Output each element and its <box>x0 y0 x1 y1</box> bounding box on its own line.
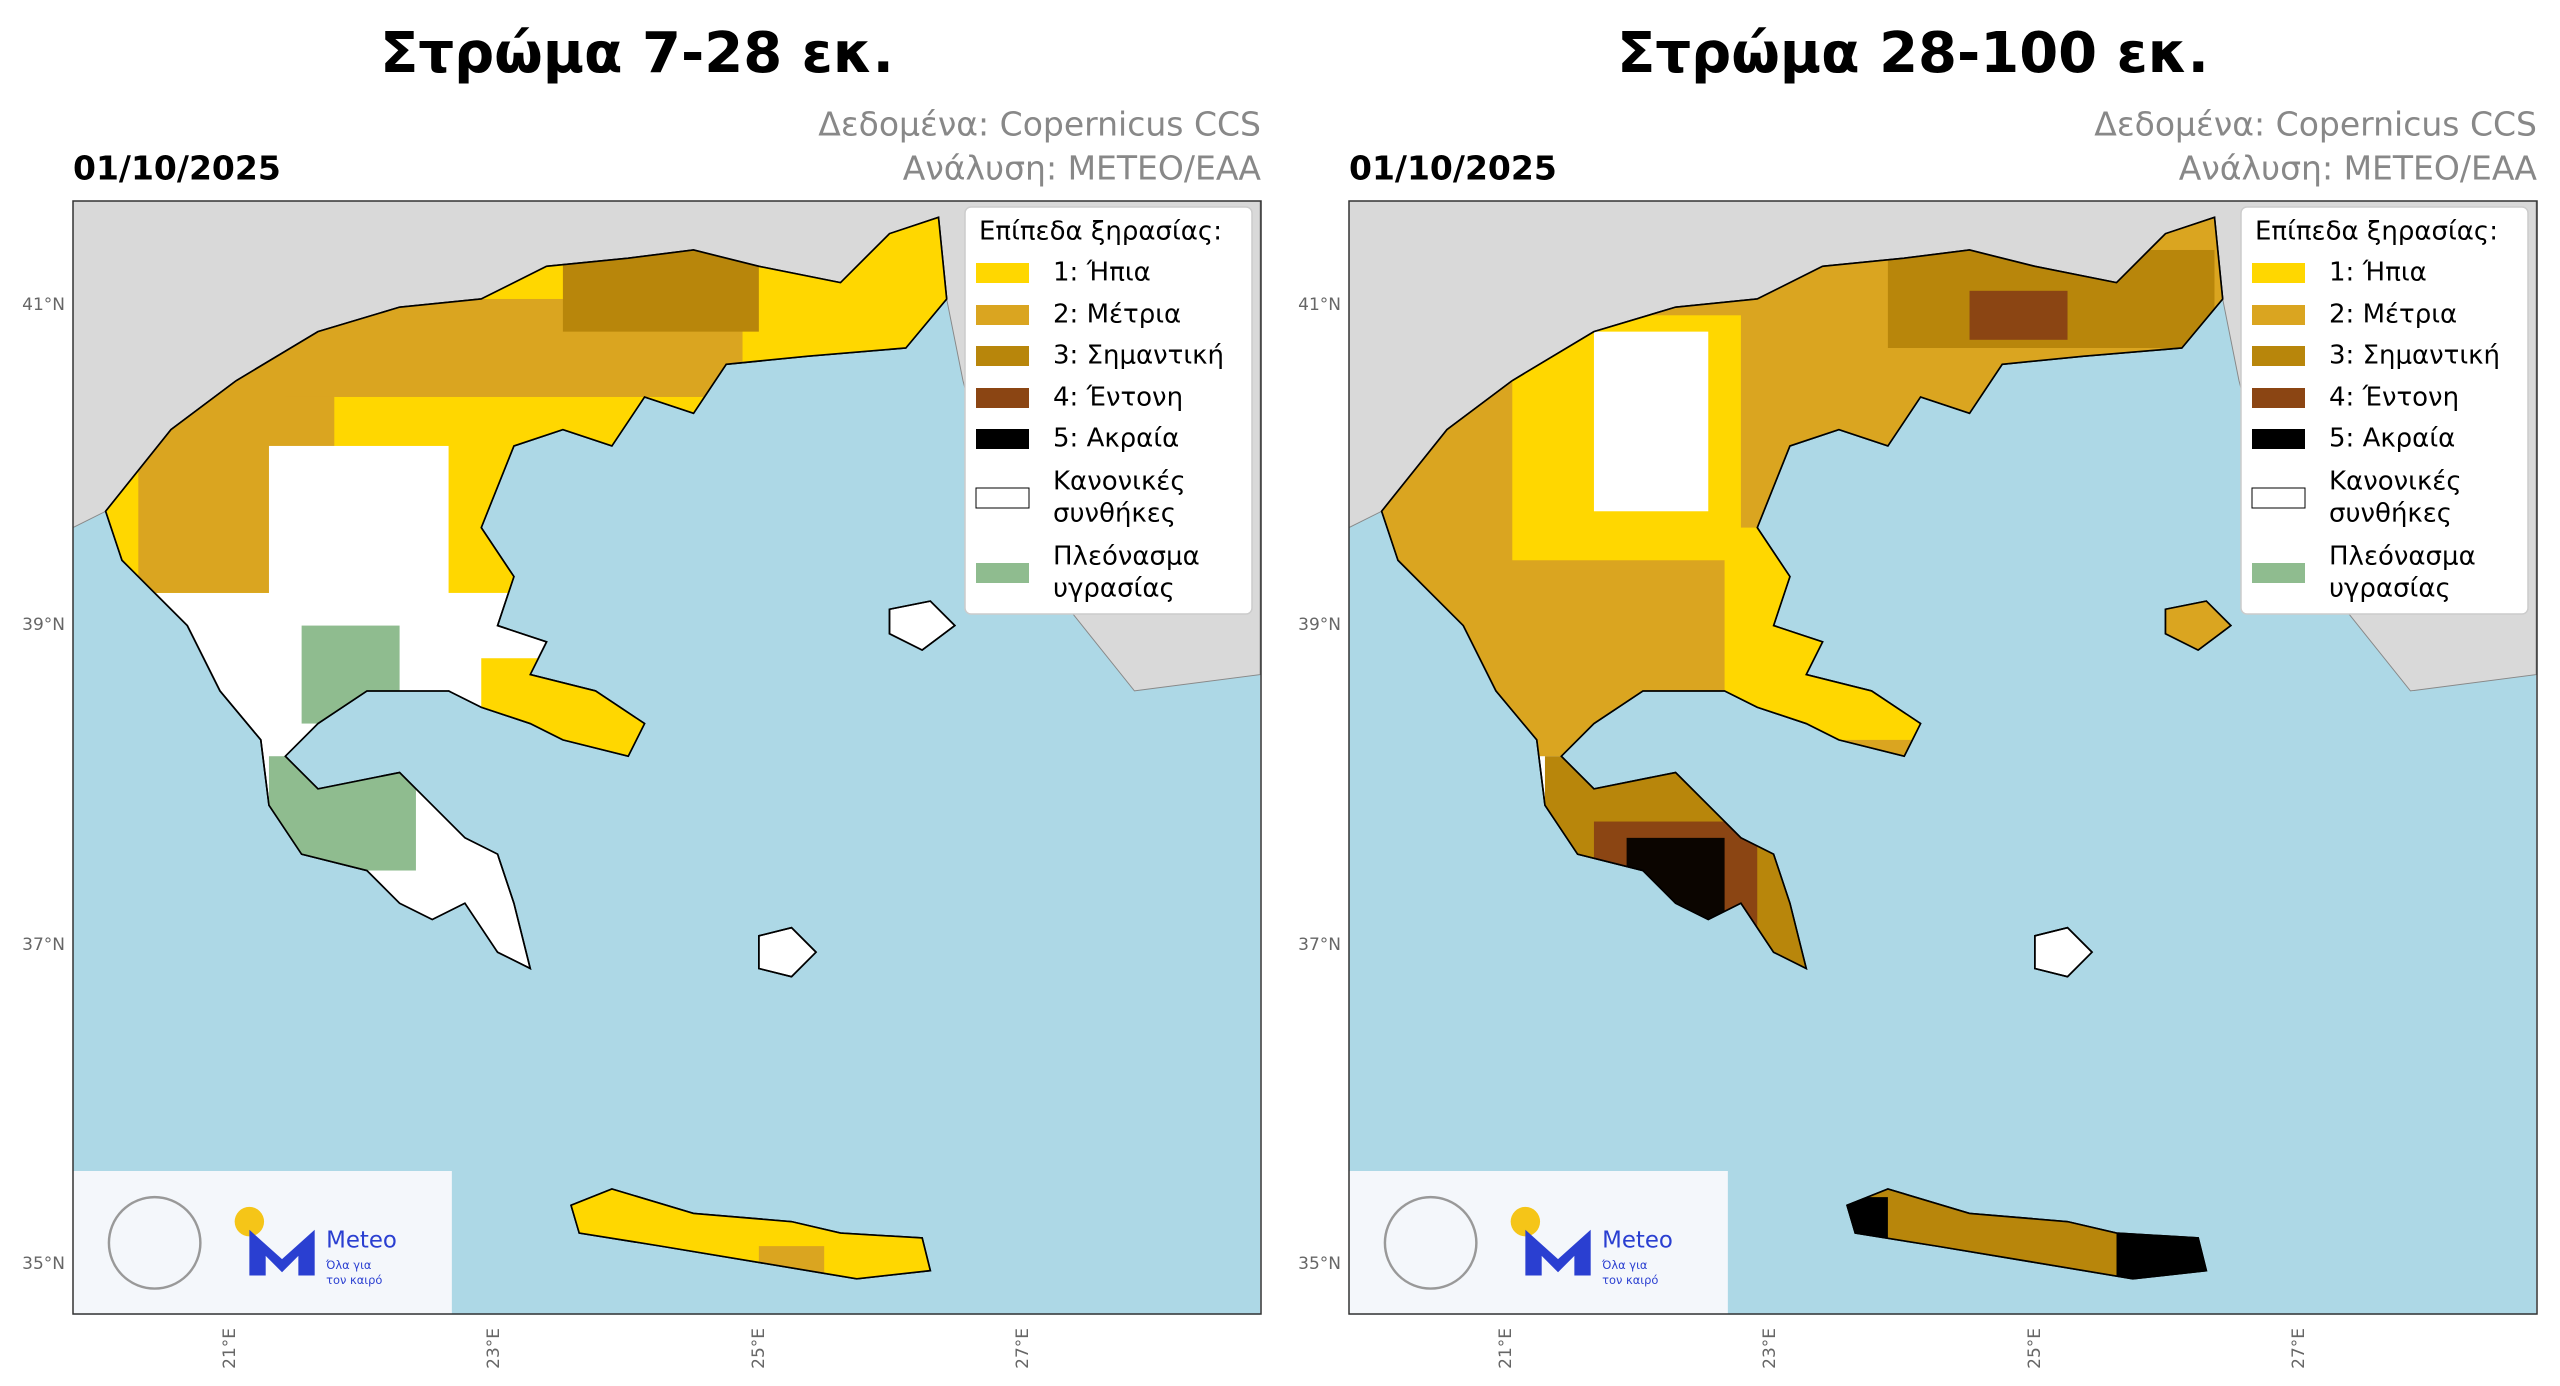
lon-label: 27°E <box>1013 1328 1033 1369</box>
lon-label: 23°E <box>1760 1328 1780 1369</box>
legend-label: 2: Μέτρια <box>2329 300 2457 330</box>
sun <box>234 1206 265 1237</box>
logo-name: Meteo <box>1602 1228 1673 1254</box>
lon-label: 25°E <box>2025 1328 2045 1369</box>
legend-swatch <box>2252 305 2305 325</box>
observatory-seal <box>1383 1195 1478 1290</box>
legend-swatch <box>976 263 1029 283</box>
legend-label: 3: Σημαντική <box>1053 341 1224 371</box>
legend-label: 1: Ήπια <box>2329 258 2427 288</box>
legend-swatch <box>2252 563 2305 583</box>
legend-swatch <box>976 429 1029 449</box>
lat-label: 39°N <box>22 615 65 635</box>
legend-label: 2: Μέτρια <box>1053 300 1181 330</box>
legend-box <box>2240 206 2529 615</box>
lat-label: 39°N <box>1298 615 1341 635</box>
lat-label: 35°N <box>22 1254 65 1274</box>
logo-tagline: τον καιρό <box>1602 1273 1658 1287</box>
legend-label: υγρασίας <box>1053 574 1175 604</box>
legend-label: 4: Έντονη <box>1053 383 1183 413</box>
legend-swatch <box>2252 263 2305 283</box>
lon-label: 21°E <box>1496 1328 1516 1369</box>
lon-label: 21°E <box>220 1328 240 1369</box>
legend-box <box>964 206 1253 615</box>
legend-label: συνθήκες <box>2329 499 2452 529</box>
source: Ανάλυση: ΜΕΤΕΟ/ΕΑΑ <box>2179 149 2538 188</box>
lon-label: 23°E <box>484 1328 504 1369</box>
legend-label: Κανονικές <box>2329 467 2462 497</box>
legend-title: Επίπεδα ξηρασίας: <box>979 217 1222 247</box>
lat-label: 41°N <box>22 295 65 315</box>
logo-tagline: τον καιρό <box>326 1273 382 1287</box>
observatory-seal <box>107 1195 202 1290</box>
legend-label: 1: Ήπια <box>1053 258 1151 288</box>
panel-title: Στρώμα 7-28 εκ. <box>380 21 894 86</box>
legend-label: συνθήκες <box>1053 499 1176 529</box>
legend-title: Επίπεδα ξηρασίας: <box>2255 217 2498 247</box>
legend-label: Πλεόνασμα <box>2329 542 2476 572</box>
source: Δεδομένα: Copernicus CCS <box>2094 105 2537 144</box>
logo-tagline: Όλα για <box>1601 1258 1647 1272</box>
legend-label: 4: Έντονη <box>2329 383 2459 413</box>
date: 01/10/2025 <box>1349 149 1557 188</box>
legend-label: Πλεόνασμα <box>1053 542 1200 572</box>
lat-label: 37°N <box>22 935 65 955</box>
lat-label: 35°N <box>1298 1254 1341 1274</box>
legend-label: 5: Ακραία <box>1053 424 1179 454</box>
date: 01/10/2025 <box>73 149 281 188</box>
map-frame <box>1348 200 2538 1315</box>
legend-label: 3: Σημαντική <box>2329 341 2500 371</box>
legend-swatch <box>2252 429 2305 449</box>
legend-label: Κανονικές <box>1053 467 1186 497</box>
legend-swatch <box>976 388 1029 408</box>
source: Ανάλυση: ΜΕΤΕΟ/ΕΑΑ <box>903 149 1262 188</box>
panel-title: Στρώμα 28-100 εκ. <box>1617 21 2209 86</box>
m-logo <box>249 1229 315 1276</box>
map-frame <box>72 200 1262 1315</box>
lat-label: 41°N <box>1298 295 1341 315</box>
lat-label: 37°N <box>1298 935 1341 955</box>
legend-swatch <box>2251 487 2306 509</box>
lon-label: 27°E <box>2289 1328 2309 1369</box>
legend-swatch <box>2252 388 2305 408</box>
m-logo <box>1525 1229 1591 1276</box>
lon-label: 25°E <box>749 1328 769 1369</box>
legend-swatch <box>976 346 1029 366</box>
legend-swatch <box>2252 346 2305 366</box>
legend-label: 5: Ακραία <box>2329 424 2455 454</box>
logo-name: Meteo <box>326 1228 397 1254</box>
legend-label: υγρασίας <box>2329 574 2451 604</box>
source: Δεδομένα: Copernicus CCS <box>818 105 1261 144</box>
legend-swatch <box>976 305 1029 325</box>
logo-tagline: Όλα για <box>325 1258 371 1272</box>
sun <box>1510 1206 1541 1237</box>
legend-swatch <box>975 487 1030 509</box>
legend-swatch <box>976 563 1029 583</box>
